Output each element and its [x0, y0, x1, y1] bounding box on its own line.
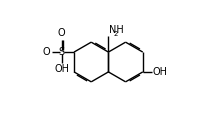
Text: O: O	[58, 28, 66, 38]
Text: O: O	[42, 47, 50, 57]
Text: NH: NH	[109, 25, 124, 35]
Text: OH: OH	[54, 64, 69, 75]
Text: OH: OH	[153, 67, 167, 77]
Text: 2: 2	[114, 31, 118, 37]
Text: S: S	[59, 47, 65, 57]
